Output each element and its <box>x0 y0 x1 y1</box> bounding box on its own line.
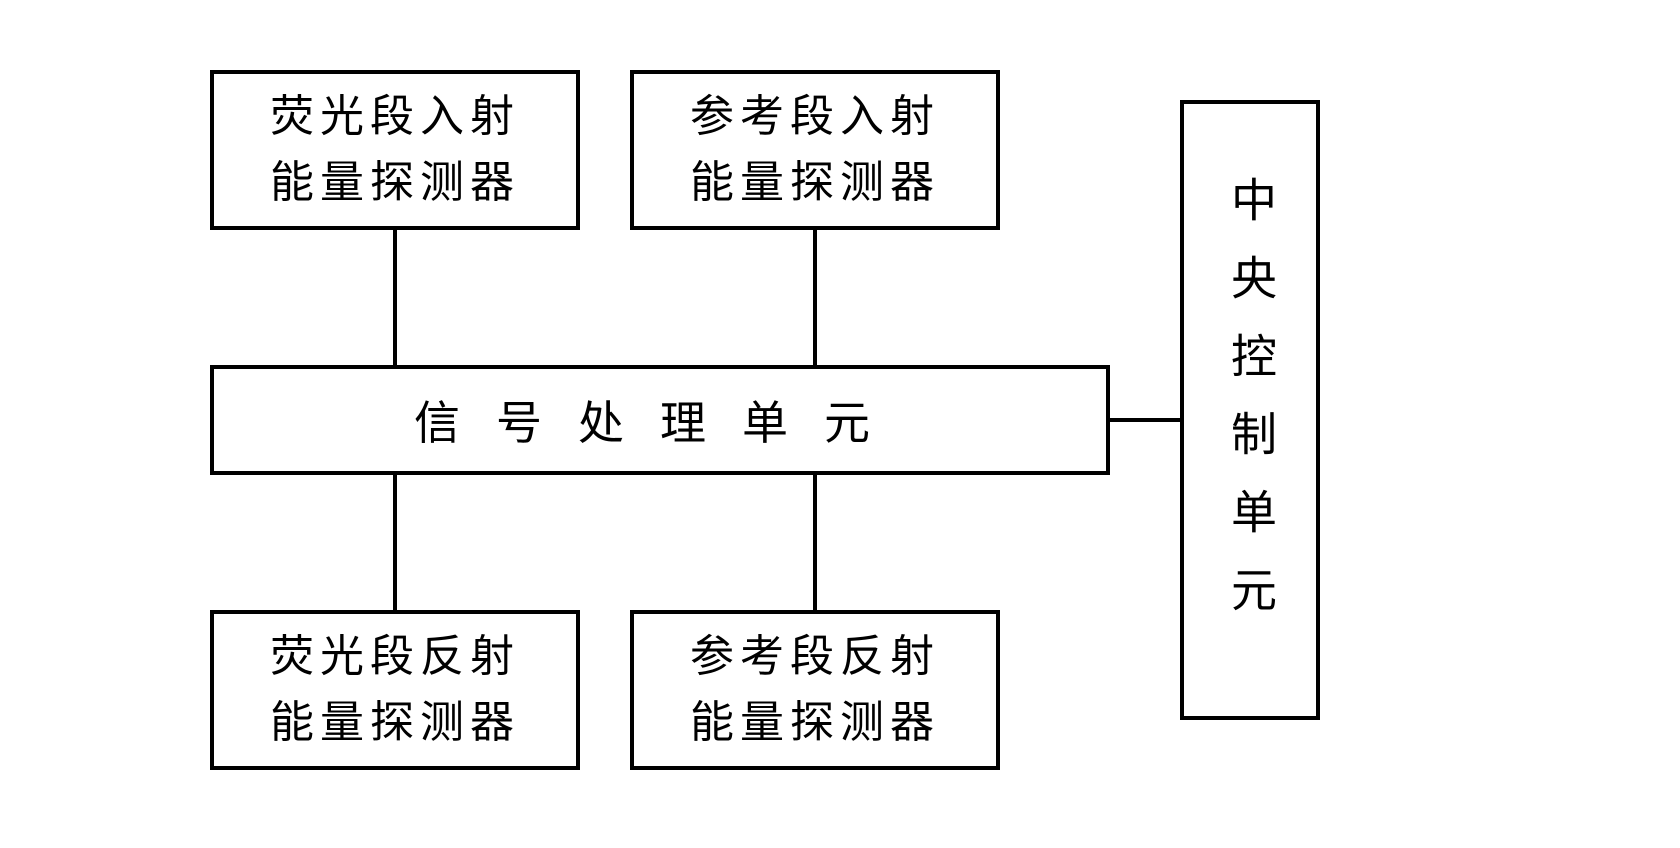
node-fluorescence-reflected-detector: 荧光段反射 能量探测器 <box>210 610 580 770</box>
text-line-1: 荧光段反射 <box>270 624 520 690</box>
edge-middle-to-bl <box>393 475 397 610</box>
node-reference-incident-detector: 参考段入射 能量探测器 <box>630 70 1000 230</box>
text-line-1: 参考段反射 <box>690 624 940 690</box>
text-line-1: 荧光段入射 <box>270 84 520 150</box>
node-reference-reflected-detector: 参考段反射 能量探测器 <box>630 610 1000 770</box>
node-label: 参考段反射 能量探测器 <box>690 624 940 756</box>
block-diagram: 荧光段入射 能量探测器 参考段入射 能量探测器 信号处理单元 荧光段反射 能量探… <box>210 70 1470 770</box>
node-label: 信号处理单元 <box>414 387 906 453</box>
node-label: 中央控制单元 <box>1217 176 1283 644</box>
text-line-2: 能量探测器 <box>690 150 940 216</box>
node-signal-processing-unit: 信号处理单元 <box>210 365 1110 475</box>
edge-tr-to-middle <box>813 230 817 365</box>
edge-middle-to-right <box>1110 418 1180 422</box>
text-line-2: 能量探测器 <box>270 690 520 756</box>
edge-tl-to-middle <box>393 230 397 365</box>
text-line-2: 能量探测器 <box>270 150 520 216</box>
text-line-2: 能量探测器 <box>690 690 940 756</box>
node-label: 参考段入射 能量探测器 <box>690 84 940 216</box>
node-central-control-unit: 中央控制单元 <box>1180 100 1320 720</box>
node-label: 荧光段反射 能量探测器 <box>270 624 520 756</box>
edge-middle-to-br <box>813 475 817 610</box>
text-line-1: 参考段入射 <box>690 84 940 150</box>
node-label: 荧光段入射 能量探测器 <box>270 84 520 216</box>
node-fluorescence-incident-detector: 荧光段入射 能量探测器 <box>210 70 580 230</box>
